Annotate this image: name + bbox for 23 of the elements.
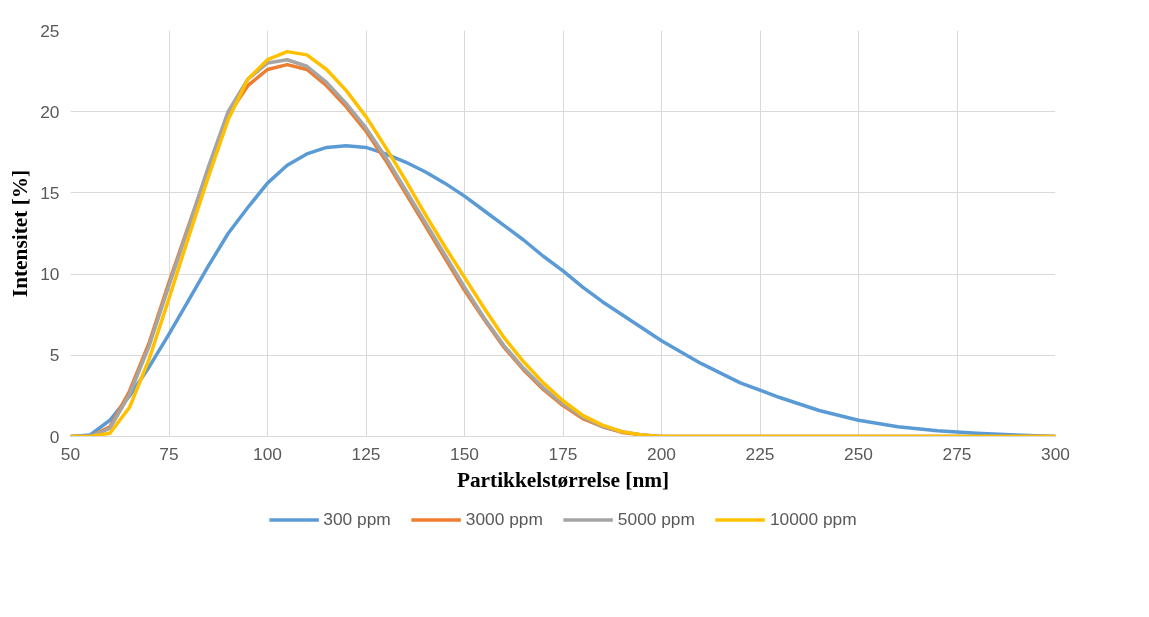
y-tick-label: 20	[40, 101, 60, 122]
x-tick-label: 50	[60, 443, 81, 464]
x-tick-label: 225	[745, 443, 775, 464]
y-tick-label: 15	[40, 182, 60, 203]
legend-label: 10000 ppm	[769, 508, 857, 530]
x-axis-title: Partikkelstørrelse [nm]	[456, 467, 670, 492]
x-tick-label: 125	[351, 443, 381, 464]
y-tick-label: 10	[40, 264, 60, 285]
y-tick-label: 0	[49, 426, 60, 447]
x-tick-label: 100	[253, 443, 282, 464]
x-tick-label: 250	[844, 443, 873, 464]
x-tick-label: 200	[647, 443, 676, 464]
y-tick-label: 5	[49, 345, 60, 366]
x-tick-label: 275	[942, 443, 972, 464]
legend-label: 5000 ppm	[617, 508, 695, 530]
x-tick-label: 300	[1041, 443, 1070, 464]
legend-label: 3000 ppm	[465, 508, 543, 530]
y-axis-title: Intensitet [%]	[8, 169, 33, 298]
x-tick-label: 175	[548, 443, 578, 464]
y-tick-label: 25	[40, 20, 60, 41]
x-tick-label: 150	[450, 443, 479, 464]
x-tick-label: 75	[159, 443, 179, 464]
legend-label: 300 ppm	[323, 508, 391, 530]
